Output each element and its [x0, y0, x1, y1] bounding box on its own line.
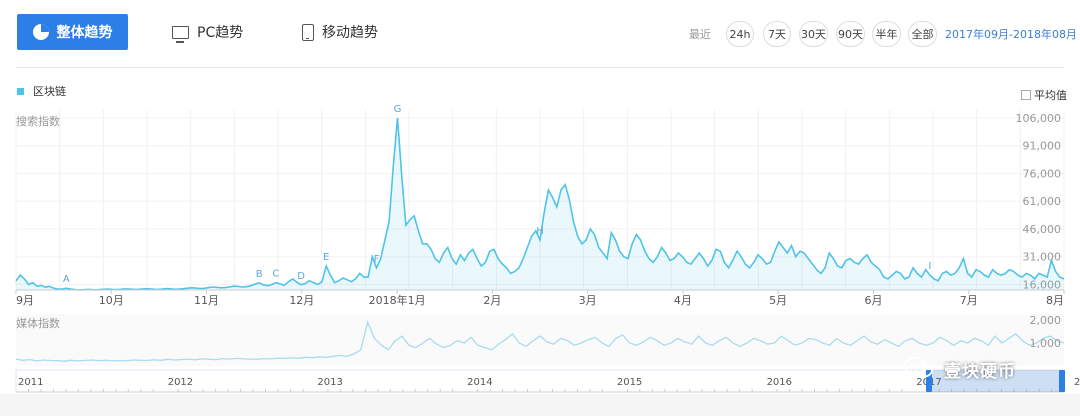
average-toggle[interactable]: 平均值 [1021, 87, 1067, 103]
time-option-90d[interactable]: 90天 [836, 21, 865, 47]
chart-legend: 区块链 [17, 83, 66, 99]
wechat-icon [904, 357, 933, 378]
annotation-marker: G [394, 104, 402, 115]
recent-label: 最近 [689, 28, 711, 41]
phone-icon [302, 23, 314, 41]
date-range-picker[interactable]: 2017年09月-2018年08月 [945, 28, 1077, 41]
timeline-year-label: 2012 [168, 377, 193, 388]
time-option-all[interactable]: 全部 [908, 21, 937, 47]
y-tick-label: 31,000 [1023, 251, 1062, 264]
annotation-marker: E [323, 252, 329, 263]
annotation-marker: H [536, 226, 544, 237]
timeline-year-label: 2015 [617, 377, 642, 388]
media-chart-bg [16, 314, 1064, 366]
legend-keyword: 区块链 [33, 85, 66, 98]
y-tick-label: 76,000 [1023, 167, 1062, 180]
x-tick-label: 8月 [1046, 294, 1064, 307]
tab-mobile-label: 移动趋势 [322, 25, 378, 41]
x-tick-label: 6月 [864, 294, 882, 307]
tab-mobile-trend[interactable]: 移动趋势 [302, 14, 378, 50]
pie-chart-icon [32, 24, 49, 40]
annotation-marker: I [928, 261, 931, 272]
x-tick-label: 2月 [483, 294, 501, 307]
average-checkbox[interactable] [1021, 90, 1031, 100]
tab-pc-trend[interactable]: PC趋势 [172, 14, 243, 50]
time-option-half-year[interactable]: 半年 [872, 21, 901, 47]
media-y-tick-label: 1,000 [1030, 337, 1062, 350]
x-tick-label: 9月 [16, 294, 34, 307]
x-tick-label: 5月 [769, 294, 787, 307]
tab-overall-label: 整体趋势 [56, 25, 113, 41]
tab-overall-trend[interactable]: 整体趋势 [17, 14, 128, 50]
timeline-year-label: 2014 [467, 377, 492, 388]
time-option-7d[interactable]: 7天 [763, 21, 791, 47]
x-tick-label: 12月 [289, 294, 314, 307]
tab-pc-label: PC趋势 [197, 25, 244, 41]
legend-swatch [17, 87, 24, 95]
x-tick-label: 11月 [194, 294, 219, 307]
y-tick-label: 16,000 [1023, 278, 1062, 291]
average-label: 平均值 [1034, 89, 1067, 102]
time-option-30d[interactable]: 30天 [799, 21, 828, 47]
search-index-area [16, 118, 1064, 290]
annotation-marker: A [63, 274, 70, 285]
x-tick-label: 7月 [960, 294, 978, 307]
header-divider [16, 67, 1064, 68]
search-index-label: 搜索指数 [16, 115, 60, 128]
timeline-year-label: 2011 [18, 377, 43, 388]
timeline-selection [930, 370, 1064, 392]
y-tick-label: 106,000 [1016, 112, 1062, 125]
x-tick-label: 10月 [99, 294, 124, 307]
x-tick-label: 4月 [674, 294, 692, 307]
media-index-line [15, 320, 1065, 362]
annotation-marker: D [297, 271, 305, 282]
trend-chart[interactable]: 16,000 31,000 46,000 61,000 76,000 91,000 106,… [0, 0, 1080, 394]
watermark: 壹块硬币 [944, 362, 1016, 382]
timeline-year-label: 2013 [317, 377, 342, 388]
annotation-marker: B [256, 269, 263, 280]
time-option-24h[interactable]: 24h [726, 21, 754, 47]
annotation-marker: F [374, 254, 380, 265]
annotation-marker: C [272, 269, 279, 280]
x-tick-label: 3月 [579, 294, 597, 307]
x-tick-label: 2018年1月 [369, 293, 426, 307]
monitor-icon [172, 25, 189, 43]
y-tick-label: 46,000 [1023, 223, 1062, 236]
media-index-label: 媒体指数 [16, 317, 60, 330]
y-tick-label: 91,000 [1023, 140, 1062, 153]
trend-tabs: 整体趋势 PC趋势 移动趋势 最近 24h 7天 30天 90天 半年 全部 2… [0, 0, 1080, 66]
search-index-line [15, 117, 1065, 291]
timeline-year-label: 2016 [767, 377, 792, 388]
timeline-handle-right [1059, 370, 1065, 392]
bottom-strip [0, 394, 1080, 416]
timeline-year-label: 2018 [1074, 377, 1080, 388]
y-tick-label: 61,000 [1023, 195, 1062, 208]
media-y-tick-label: 2,000 [1030, 314, 1062, 327]
